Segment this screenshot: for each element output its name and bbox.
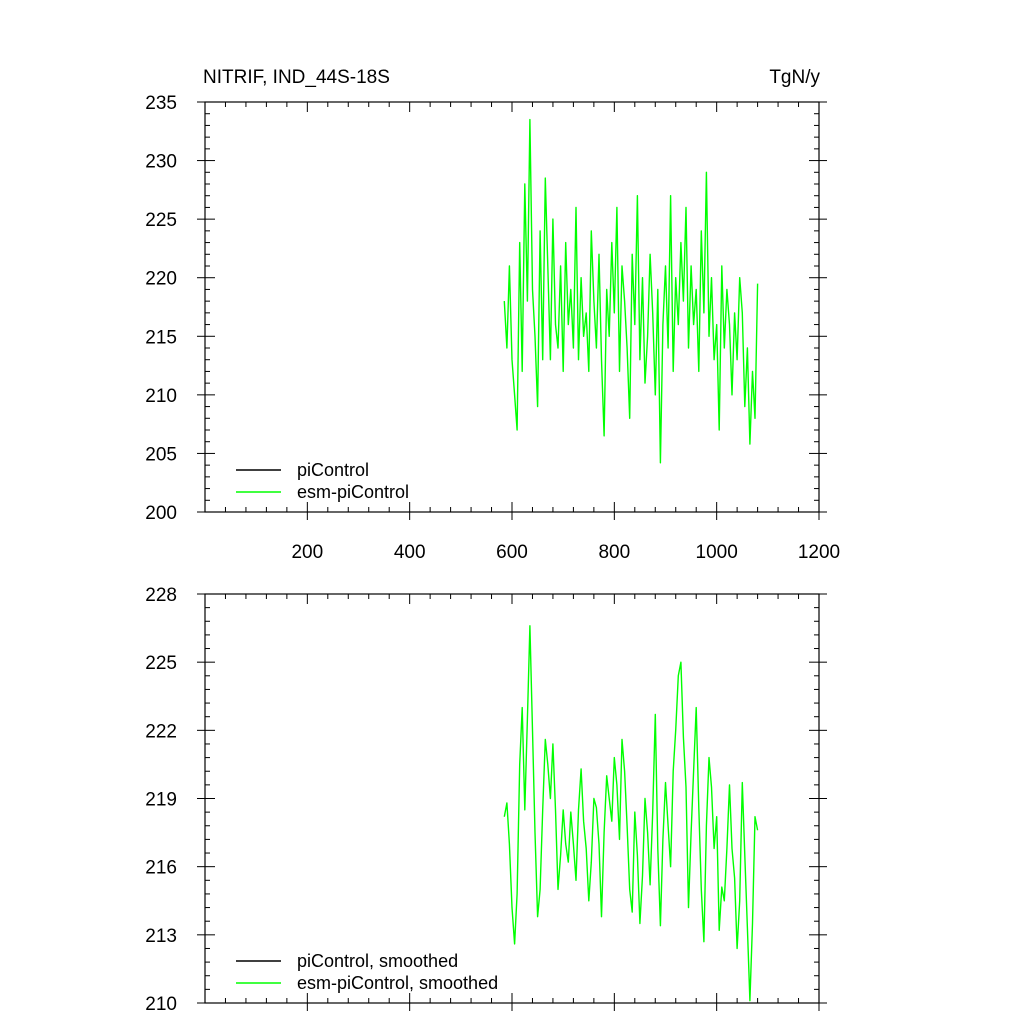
y-tick-label: 216: [145, 858, 177, 879]
x-tick-label: 600: [496, 542, 528, 563]
legend-label: esm-piControl: [297, 482, 409, 502]
y-tick-label: 210: [145, 386, 177, 407]
legend-label: piControl: [297, 460, 369, 480]
plot-frame: [204, 101, 820, 513]
y-tick-label: 225: [145, 653, 177, 674]
y-tick-label: 219: [145, 790, 177, 811]
x-tick-label: 400: [394, 542, 426, 563]
y-tick-label: 225: [145, 210, 177, 231]
series-line: [503, 118, 759, 464]
unit-label: TgN/y: [769, 67, 820, 88]
x-tick-label: 1200: [798, 542, 840, 563]
y-tick-label: 222: [145, 721, 177, 742]
bottom-panel: 210 213 216 219 222 225 228 piControl, smoothed…: [145, 585, 827, 1015]
plot-frame: [204, 593, 820, 1004]
y-tick-label: 228: [145, 585, 177, 606]
top-panel: 200 400 600 800 1000 1200 200 205 210 215 220 225 23…: [145, 93, 840, 563]
y-tick-label: 200: [145, 503, 177, 524]
y-tick-label: 215: [145, 327, 177, 348]
y-tick-label: 235: [145, 93, 177, 114]
panel-title: NITRIF, IND_44S-18S: [203, 67, 390, 88]
x-tick-label: 800: [598, 542, 630, 563]
legend-label: esm-piControl, smoothed: [297, 973, 498, 993]
x-tick-label: 1000: [696, 542, 738, 563]
y-tick-label: 230: [145, 152, 177, 173]
x-tick-label: 200: [291, 542, 323, 563]
series-line: [503, 625, 759, 1002]
y-tick-label: 210: [145, 994, 177, 1015]
y-tick-label: 213: [145, 926, 177, 947]
legend-label: piControl, smoothed: [297, 951, 458, 971]
y-tick-label: 205: [145, 444, 177, 465]
y-tick-label: 220: [145, 269, 177, 290]
